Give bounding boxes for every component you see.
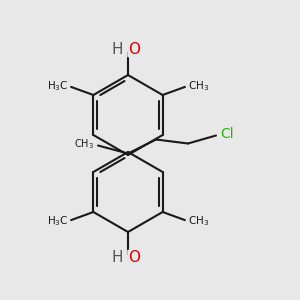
Text: H$_3$C: H$_3$C	[47, 79, 68, 93]
Text: O: O	[128, 41, 140, 56]
Text: CH$_3$: CH$_3$	[188, 214, 209, 228]
Text: CH$_3$: CH$_3$	[74, 138, 94, 152]
Text: H: H	[112, 41, 123, 56]
Text: H: H	[112, 250, 123, 266]
Text: CH$_3$: CH$_3$	[188, 79, 209, 93]
Text: H$_3$C: H$_3$C	[47, 214, 68, 228]
Text: O: O	[128, 250, 140, 266]
Text: Cl: Cl	[220, 127, 234, 140]
